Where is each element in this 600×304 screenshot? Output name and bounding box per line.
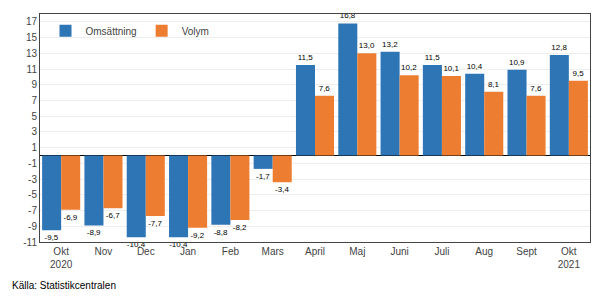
- svg-text:10,1: 10,1: [443, 64, 459, 73]
- svg-text:Okt2021: Okt2021: [558, 246, 581, 270]
- svg-text:7: 7: [31, 95, 37, 106]
- svg-text:-6,7: -6,7: [106, 211, 120, 220]
- svg-text:-8,9: -8,9: [87, 228, 101, 237]
- svg-text:-6,9: -6,9: [64, 213, 78, 222]
- svg-text:3: 3: [31, 126, 37, 137]
- svg-text:Okt2020: Okt2020: [50, 246, 73, 270]
- svg-text:-5: -5: [28, 189, 37, 200]
- svg-text:Juni: Juni: [390, 246, 408, 257]
- svg-text:13,0: 13,0: [359, 41, 375, 50]
- svg-text:Maj: Maj: [349, 246, 365, 257]
- svg-text:April: April: [305, 246, 325, 257]
- svg-text:-10,4: -10,4: [169, 240, 188, 249]
- svg-text:10,9: 10,9: [509, 58, 525, 67]
- svg-text:13,2: 13,2: [382, 40, 398, 49]
- svg-text:8,1: 8,1: [488, 80, 500, 89]
- svg-text:Aug: Aug: [475, 246, 493, 257]
- svg-text:-11: -11: [23, 237, 37, 248]
- svg-text:Juli: Juli: [434, 246, 449, 257]
- svg-text:13: 13: [26, 48, 38, 59]
- svg-text:11,5: 11,5: [298, 53, 314, 62]
- svg-text:-9: -9: [28, 221, 37, 232]
- svg-text:5: 5: [31, 111, 37, 122]
- svg-text:Nov: Nov: [95, 246, 113, 257]
- svg-text:-8,2: -8,2: [233, 223, 247, 232]
- svg-text:Dec: Dec: [137, 246, 155, 257]
- svg-text:-8,8: -8,8: [214, 228, 228, 237]
- svg-text:Mars: Mars: [262, 246, 284, 257]
- svg-text:10,2: 10,2: [401, 63, 417, 72]
- svg-text:16,8: 16,8: [340, 11, 356, 20]
- svg-text:7,6: 7,6: [530, 84, 542, 93]
- svg-text:11,5: 11,5: [425, 53, 441, 62]
- svg-text:Jan: Jan: [180, 246, 196, 257]
- svg-text:-3: -3: [28, 174, 37, 185]
- svg-text:9: 9: [31, 79, 37, 90]
- svg-text:1: 1: [31, 142, 37, 153]
- svg-text:-3,4: -3,4: [275, 185, 289, 194]
- svg-text:7,6: 7,6: [319, 84, 331, 93]
- svg-text:-9,2: -9,2: [190, 231, 204, 240]
- svg-text:15: 15: [26, 32, 38, 43]
- svg-text:-7,7: -7,7: [148, 219, 162, 228]
- svg-text:Sept: Sept: [516, 246, 537, 257]
- svg-text:17: 17: [26, 16, 38, 27]
- svg-text:Källa: Statistikcentralen: Källa: Statistikcentralen: [12, 280, 116, 291]
- svg-text:-9,5: -9,5: [44, 233, 58, 242]
- svg-text:Volym: Volym: [182, 26, 209, 37]
- svg-text:9,5: 9,5: [573, 69, 585, 78]
- svg-text:12,8: 12,8: [551, 43, 567, 52]
- svg-text:10,4: 10,4: [467, 62, 483, 71]
- svg-text:-7: -7: [28, 205, 37, 216]
- svg-text:-10,4: -10,4: [127, 240, 146, 249]
- svg-text:Feb: Feb: [222, 246, 240, 257]
- svg-text:-1: -1: [28, 158, 37, 169]
- svg-text:-1,7: -1,7: [256, 172, 270, 181]
- svg-text:11: 11: [27, 64, 38, 75]
- svg-text:Omsättning: Omsättning: [86, 26, 137, 37]
